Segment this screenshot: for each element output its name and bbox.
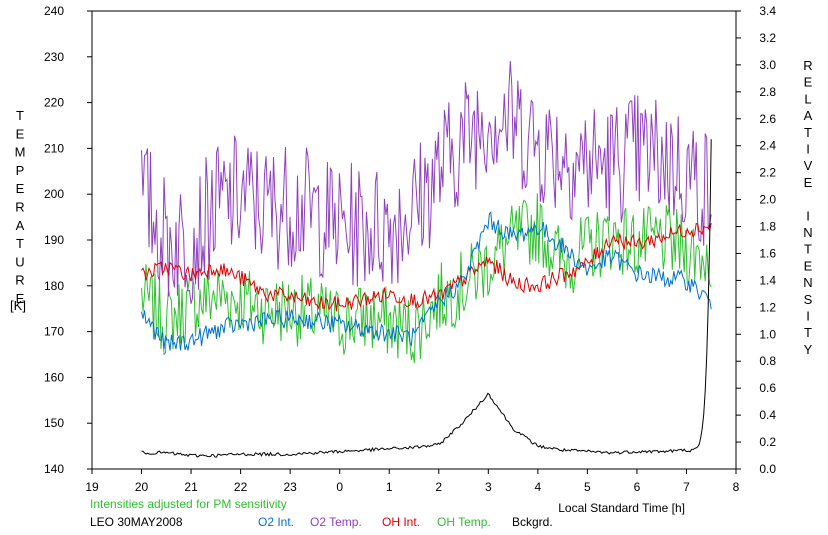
chart-note: Intensities adjusted for PM sensitivity (90, 497, 287, 511)
y-left-tick-label: 190 (44, 233, 64, 247)
y-left-tick-label: 150 (44, 416, 64, 430)
y-right-tick-label: 0.0 (759, 462, 776, 476)
y-right-tick-label: 2.0 (759, 193, 776, 207)
legend-entry: OH Temp. (437, 515, 491, 529)
y-left-tick-label: 180 (44, 279, 64, 293)
x-axis-label: Local Standard Time [h] (558, 501, 685, 515)
y-right-tick-label: 2.2 (759, 166, 776, 180)
y-right-tick-label: 2.8 (759, 85, 776, 99)
y-right-tick-label: 1.8 (759, 220, 776, 234)
legend-entry: O2 Int. (258, 515, 294, 529)
legend-entry: O2 Temp. (310, 515, 362, 529)
x-tick-label: 6 (634, 480, 641, 494)
series-line-oh-temp (141, 193, 712, 364)
y-left-tick-label: 210 (44, 141, 64, 155)
x-tick-label: 8 (733, 480, 740, 494)
x-tick-label: 20 (135, 480, 149, 494)
series-line-o2-temp (141, 60, 712, 304)
y-right-tick-label: 0.8 (759, 354, 776, 368)
x-tick-label: 1 (386, 480, 393, 494)
legend-entry: Bckgrd. (512, 515, 553, 529)
station-label: LEO 30MAY2008 (90, 515, 183, 529)
y-left-tick-label: 200 (44, 187, 64, 201)
y-right-tick-label: 2.6 (759, 112, 776, 126)
series-line-bckgrd (141, 139, 712, 458)
y-left-tick-label: 140 (44, 462, 64, 476)
x-tick-label: 0 (336, 480, 343, 494)
y-left-tick-label: 170 (44, 325, 64, 339)
y-right-tick-label: 3.4 (759, 4, 776, 18)
y-right-tick-label: 2.4 (759, 139, 776, 153)
y-right-tick-label: 3.0 (759, 58, 776, 72)
y-left-tick-label: 240 (44, 4, 64, 18)
y-right-tick-label: 0.2 (759, 435, 776, 449)
legend-entry: OH Int. (382, 515, 420, 529)
y-right-tick-label: 0.6 (759, 381, 776, 395)
y-right-tick-label: 1.6 (759, 246, 776, 260)
y-left-tick-label: 230 (44, 50, 64, 64)
y-right-tick-label: 1.2 (759, 300, 776, 314)
x-tick-label: 7 (683, 480, 690, 494)
x-tick-label: 19 (85, 480, 99, 494)
x-tick-label: 21 (184, 480, 198, 494)
y-right-tick-label: 1.4 (759, 273, 776, 287)
x-tick-label: 4 (535, 480, 542, 494)
y-axis-unit-left: [K] (10, 298, 26, 313)
x-tick-label: 5 (584, 480, 591, 494)
x-tick-label: 23 (283, 480, 297, 494)
x-tick-label: 22 (234, 480, 248, 494)
y-right-tick-label: 1.0 (759, 327, 776, 341)
y-left-tick-label: 160 (44, 370, 64, 384)
y-right-tick-label: 3.2 (759, 31, 776, 45)
x-tick-label: 2 (435, 480, 442, 494)
y-left-tick-label: 220 (44, 96, 64, 110)
x-tick-label: 3 (485, 480, 492, 494)
series-line-oh-int (141, 222, 712, 312)
y-right-tick-label: 0.4 (759, 408, 776, 422)
series-line-o2-int (141, 211, 712, 351)
